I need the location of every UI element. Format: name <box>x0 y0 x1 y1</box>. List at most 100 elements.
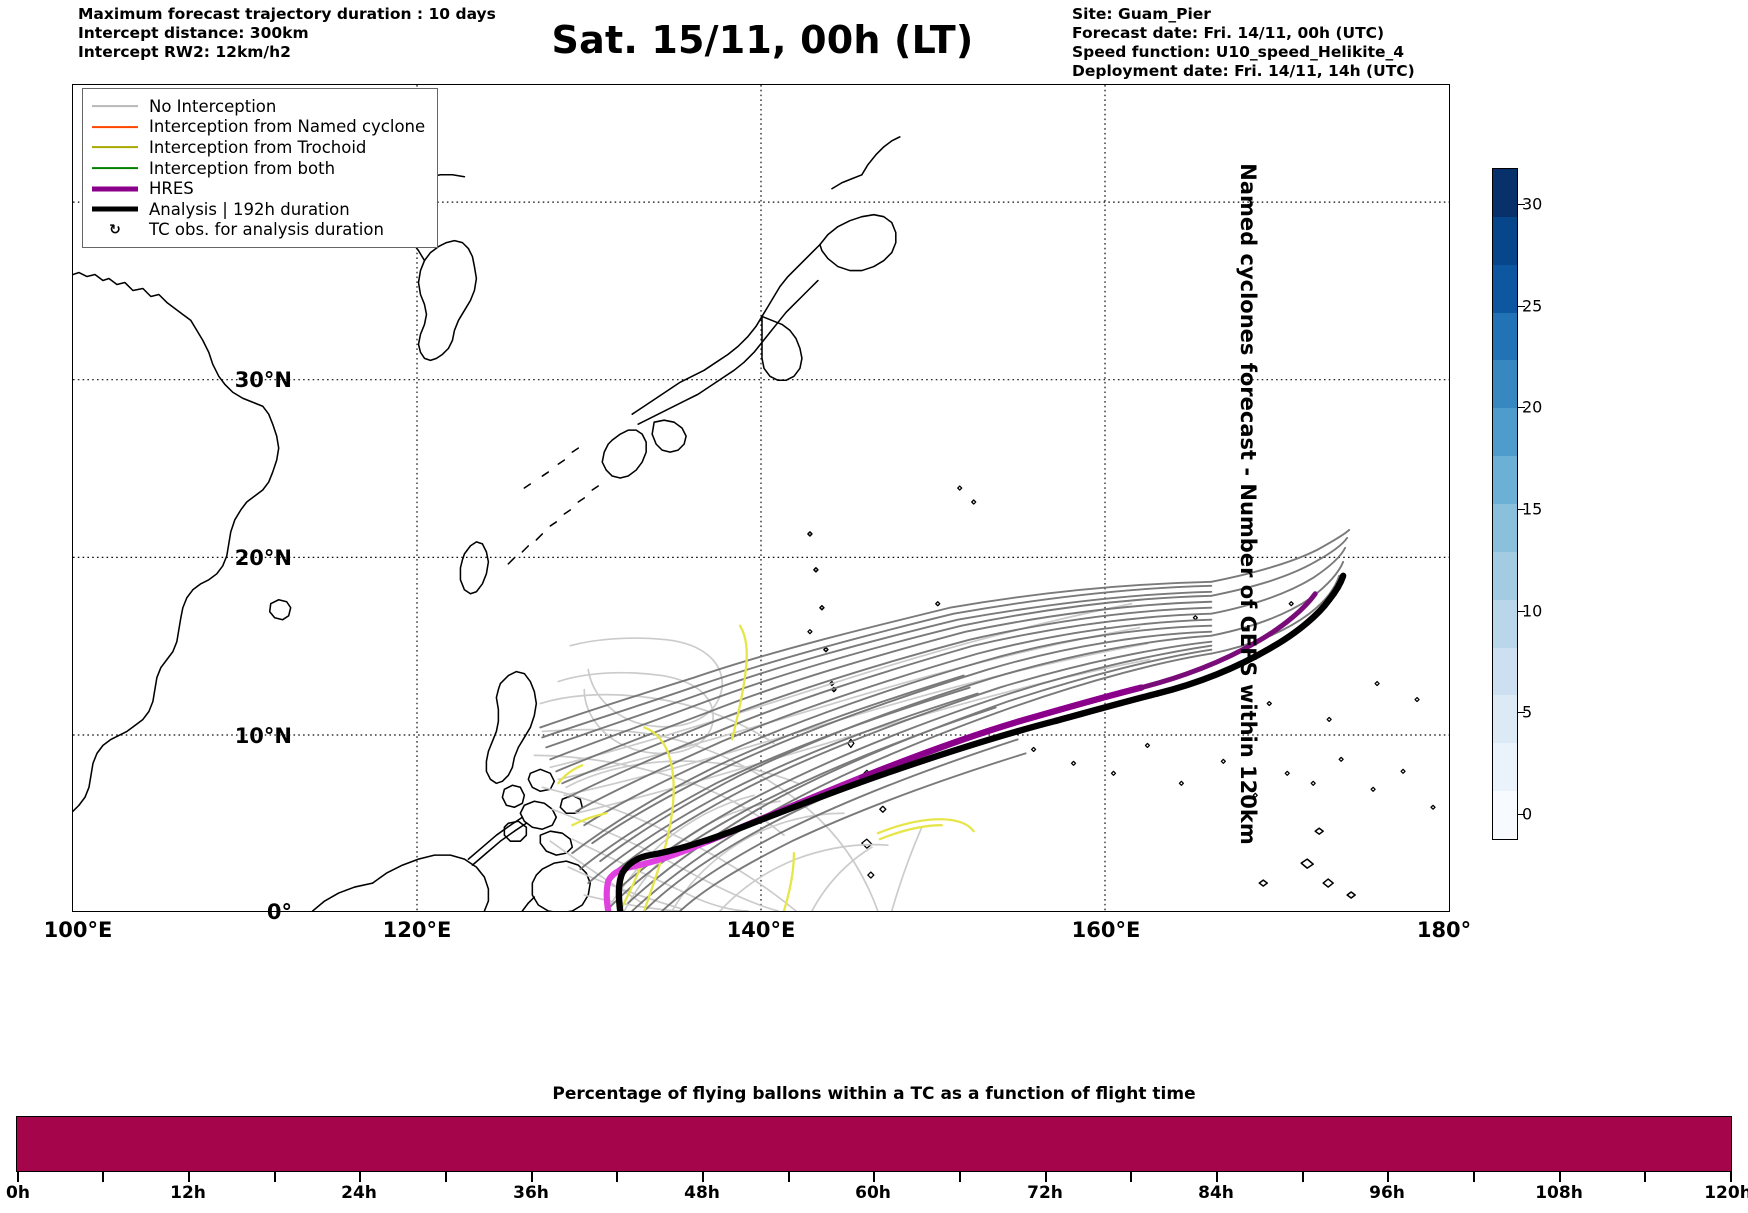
pbar-tick-label: 36h <box>513 1183 549 1203</box>
pbar-tick-label: 108h <box>1535 1183 1583 1203</box>
trajectories-gefs-members <box>539 528 1351 911</box>
colorbar-segment <box>1493 743 1517 792</box>
pbar-tick <box>616 1172 618 1182</box>
pbar-tick-label: 60h <box>855 1183 891 1203</box>
legend-item-tc-obs[interactable]: ↻ TC obs. for analysis duration <box>92 220 425 241</box>
pbar-tick <box>188 1172 190 1182</box>
legend-label: Interception from Trochoid <box>149 137 367 157</box>
pbar-tick <box>959 1172 961 1182</box>
pbar-tick <box>1302 1172 1304 1182</box>
colorbar-tickmark <box>1518 814 1525 816</box>
colorbar-tick-label: 0 <box>1522 804 1533 824</box>
pbar-tick-label: 24h <box>341 1183 377 1203</box>
colorbar-tick-label: 10 <box>1522 601 1543 621</box>
colorbar-tickmark <box>1518 712 1525 714</box>
map-xtick-label: 100°E <box>43 918 113 942</box>
pbar-tick <box>274 1172 276 1182</box>
legend-item-trochoid[interactable]: Interception from Trochoid <box>92 137 425 158</box>
legend-label: Interception from both <box>149 158 336 178</box>
legend-swatch-both <box>92 161 138 175</box>
pbar-tick <box>17 1172 19 1182</box>
legend-label: No Interception <box>149 96 277 116</box>
legend-item-named-cyclone[interactable]: Interception from Named cyclone <box>92 117 425 138</box>
legend-label: Analysis | 192h duration <box>149 199 350 219</box>
colorbar-tick-label: 25 <box>1522 296 1543 316</box>
colorbar-segment <box>1493 599 1517 648</box>
legend-swatch-named-cyclone <box>92 120 138 134</box>
map-xtick-label: 140°E <box>726 918 796 942</box>
colorbar-tickmark <box>1518 509 1525 511</box>
pbar-tick <box>1130 1172 1132 1182</box>
legend-label: TC obs. for analysis duration <box>149 220 384 240</box>
legend-swatch-no-interception <box>92 99 138 113</box>
map-gridlines <box>73 85 1449 911</box>
colorbar-axis-label: Named cyclones forecast - Number of GEFS… <box>1236 163 1260 845</box>
colorbar-segment <box>1493 456 1517 505</box>
colorbar-tick-label: 20 <box>1522 397 1543 417</box>
colorbar-segment <box>1493 791 1517 840</box>
percentage-bar[interactable] <box>16 1116 1732 1172</box>
pbar-tick <box>445 1172 447 1182</box>
map-xtick-label: 180° <box>1416 918 1472 942</box>
legend-label: HRES <box>149 179 194 199</box>
colorbar-segment <box>1493 647 1517 696</box>
pbar-tick-label: 84h <box>1198 1183 1234 1203</box>
pbar-tick-label: 12h <box>170 1183 206 1203</box>
pbar-tick <box>359 1172 361 1182</box>
colorbar-segment <box>1493 312 1517 361</box>
colorbar-segment <box>1493 264 1517 313</box>
map-ytick-label: 0° <box>266 900 292 924</box>
percentage-bar-fill <box>17 1117 1731 1171</box>
colorbar-segment <box>1493 695 1517 744</box>
header-right-info: Site: Guam_Pier Forecast date: Fri. 14/1… <box>1072 5 1415 80</box>
map-xtick-label: 120°E <box>382 918 452 942</box>
pbar-tick-label: 120h <box>1704 1183 1748 1203</box>
pbar-tick <box>702 1172 704 1182</box>
colorbar-tickmark <box>1518 407 1525 409</box>
colorbar-tickmark <box>1518 204 1525 206</box>
map-xtick-label: 160°E <box>1071 918 1141 942</box>
pbar-tick <box>1387 1172 1389 1182</box>
colorbar-segment <box>1493 551 1517 600</box>
legend-swatch-analysis <box>92 202 138 216</box>
pbar-tick <box>1045 1172 1047 1182</box>
pbar-tick-label: 72h <box>1027 1183 1063 1203</box>
colorbar[interactable] <box>1492 168 1518 840</box>
map-legend[interactable]: No Interception Interception from Named … <box>82 88 439 249</box>
map-ytick-label: 30°N <box>234 368 292 392</box>
pbar-tick <box>102 1172 104 1182</box>
legend-item-hres[interactable]: HRES <box>92 178 425 199</box>
colorbar-tickmark <box>1518 611 1525 613</box>
pbar-tick-label: 0h <box>6 1183 30 1203</box>
colorbar-tick-label: 30 <box>1522 194 1543 214</box>
pbar-tick-label: 96h <box>1369 1183 1405 1203</box>
colorbar-segment <box>1493 169 1517 217</box>
legend-item-both[interactable]: Interception from both <box>92 158 425 179</box>
colorbar-tick-label: 15 <box>1522 499 1543 519</box>
page-title: Sat. 15/11, 00h (LT) <box>551 18 974 62</box>
pbar-tick <box>1216 1172 1218 1182</box>
legend-item-no-interception[interactable]: No Interception <box>92 96 425 117</box>
map-panel[interactable] <box>72 84 1450 912</box>
map-ytick-label: 20°N <box>234 546 292 570</box>
tc-obs-marker-icon: ↻ <box>109 221 121 238</box>
colorbar-tickmark <box>1518 306 1525 308</box>
coastlines <box>73 136 1436 911</box>
pbar-tick <box>1644 1172 1646 1182</box>
pbar-tick <box>1473 1172 1475 1182</box>
legend-label: Interception from Named cyclone <box>149 117 426 137</box>
pbar-tick <box>1559 1172 1561 1182</box>
map-canvas <box>73 85 1449 911</box>
pbar-tick <box>1730 1172 1732 1182</box>
legend-swatch-hres <box>92 182 138 196</box>
trajectories-trochoid <box>557 624 975 911</box>
map-ytick-label: 10°N <box>234 724 292 748</box>
trajectory-analysis <box>615 572 1347 911</box>
colorbar-segment <box>1493 360 1517 409</box>
legend-item-analysis[interactable]: Analysis | 192h duration <box>92 199 425 220</box>
colorbar-tick-label: 5 <box>1522 702 1533 722</box>
colorbar-segment <box>1493 216 1517 265</box>
colorbar-segment <box>1493 408 1517 457</box>
pbar-tick <box>788 1172 790 1182</box>
pbar-tick <box>873 1172 875 1182</box>
